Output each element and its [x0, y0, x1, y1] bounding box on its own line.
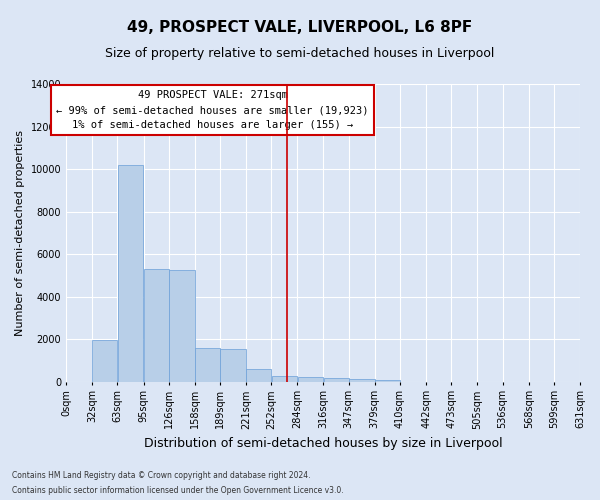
- Bar: [375, 380, 400, 382]
- Bar: [118, 165, 143, 382]
- Bar: [323, 378, 349, 382]
- Bar: [349, 380, 374, 382]
- Bar: [169, 270, 194, 382]
- X-axis label: Distribution of semi-detached houses by size in Liverpool: Distribution of semi-detached houses by …: [144, 437, 502, 450]
- Bar: [92, 340, 117, 382]
- Text: Size of property relative to semi-detached houses in Liverpool: Size of property relative to semi-detach…: [106, 48, 494, 60]
- Text: Contains HM Land Registry data © Crown copyright and database right 2024.: Contains HM Land Registry data © Crown c…: [12, 471, 311, 480]
- Bar: [220, 348, 246, 382]
- Text: 49, PROSPECT VALE, LIVERPOOL, L6 8PF: 49, PROSPECT VALE, LIVERPOOL, L6 8PF: [127, 20, 473, 35]
- Bar: [144, 269, 169, 382]
- Bar: [298, 378, 323, 382]
- Text: Contains public sector information licensed under the Open Government Licence v3: Contains public sector information licen…: [12, 486, 344, 495]
- Bar: [247, 369, 271, 382]
- Text: 49 PROSPECT VALE: 271sqm
← 99% of semi-detached houses are smaller (19,923)
1% o: 49 PROSPECT VALE: 271sqm ← 99% of semi-d…: [56, 90, 369, 130]
- Bar: [272, 376, 297, 382]
- Y-axis label: Number of semi-detached properties: Number of semi-detached properties: [15, 130, 25, 336]
- Bar: [195, 348, 220, 382]
